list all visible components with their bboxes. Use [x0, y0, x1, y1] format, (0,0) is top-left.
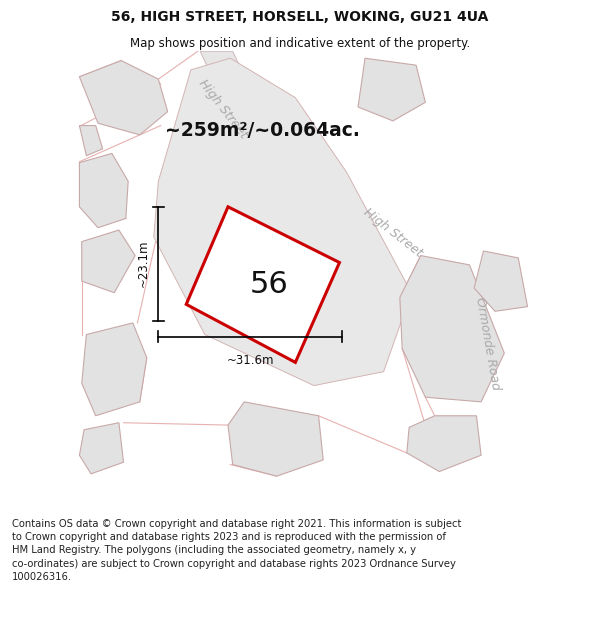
Polygon shape	[79, 126, 103, 156]
Polygon shape	[154, 58, 412, 386]
Text: Contains OS data © Crown copyright and database right 2021. This information is : Contains OS data © Crown copyright and d…	[12, 519, 461, 582]
Polygon shape	[82, 323, 147, 416]
Polygon shape	[228, 402, 323, 476]
Polygon shape	[474, 251, 527, 311]
Text: 56: 56	[250, 269, 289, 299]
Polygon shape	[82, 230, 135, 292]
Text: Ormonde Road: Ormonde Road	[473, 296, 503, 391]
Text: High Street: High Street	[196, 78, 250, 141]
Polygon shape	[358, 58, 425, 121]
Polygon shape	[79, 422, 124, 474]
Text: High Street: High Street	[361, 206, 425, 259]
Polygon shape	[79, 153, 128, 228]
Polygon shape	[79, 61, 167, 135]
Text: 56, HIGH STREET, HORSELL, WOKING, GU21 4UA: 56, HIGH STREET, HORSELL, WOKING, GU21 4…	[112, 10, 488, 24]
Text: ~259m²/~0.064ac.: ~259m²/~0.064ac.	[166, 121, 360, 140]
Text: ~31.6m: ~31.6m	[226, 354, 274, 367]
Text: ~23.1m: ~23.1m	[137, 240, 150, 288]
Polygon shape	[186, 207, 340, 362]
Polygon shape	[400, 256, 505, 402]
Polygon shape	[407, 416, 481, 471]
Text: Map shows position and indicative extent of the property.: Map shows position and indicative extent…	[130, 37, 470, 50]
Polygon shape	[200, 51, 328, 253]
